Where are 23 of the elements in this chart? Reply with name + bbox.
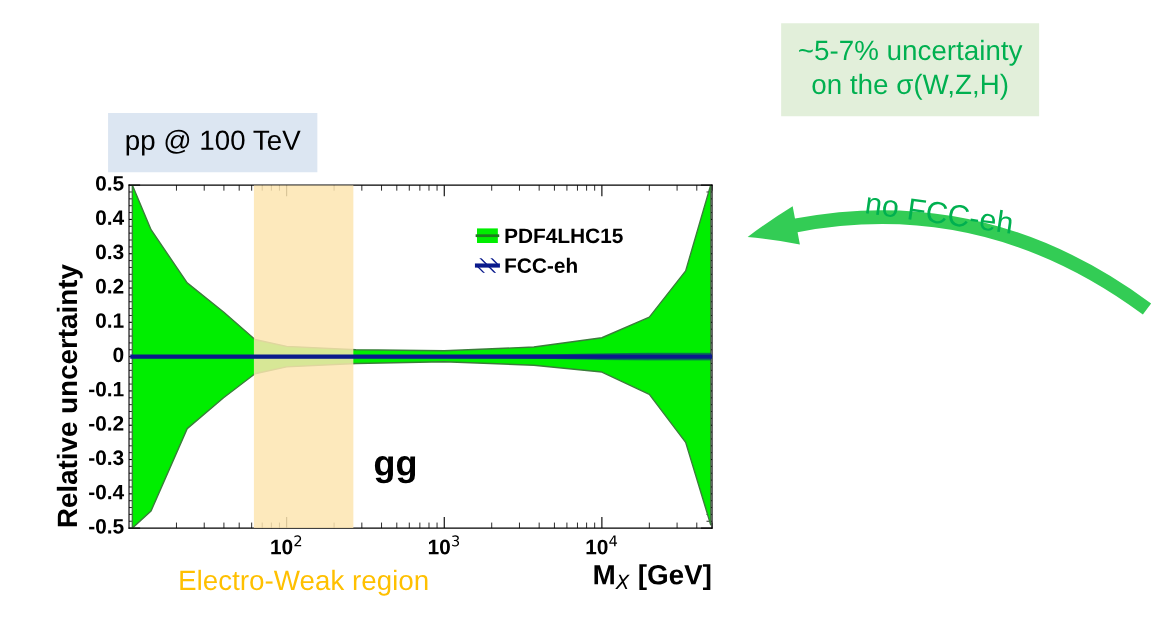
- y-tick-label: 0: [113, 347, 124, 363]
- text: ~5-7% uncertainty on the σ(W,Z,H): [799, 39, 1023, 100]
- legend-label: PDF4LHC15: [505, 228, 623, 244]
- y-tick-label: -0.5: [89, 518, 124, 534]
- band-label: Electro-Weak region: [180, 569, 428, 596]
- x-tick-label: 10$^{4}$: [586, 535, 618, 555]
- y-tick-label: -0.1: [89, 381, 124, 397]
- y-tick-label: -0.3: [89, 450, 124, 466]
- y-tick-label: -0.4: [89, 484, 125, 500]
- legend-label: FCC-eh: [505, 257, 577, 274]
- y-tick-label: -0.2: [89, 416, 124, 431]
- y-tick-label: 0.1: [96, 313, 124, 328]
- text: no FCC-eh: [865, 191, 1014, 234]
- y-tick-label: 0.3: [96, 244, 124, 260]
- x-axis-title: M$_{X}$ [GeV]: [594, 564, 711, 591]
- x-tick-label: 10$^{3}$: [428, 535, 460, 555]
- y-axis-title: Relative uncertainty: [56, 264, 83, 527]
- y-tick-label: 0.5: [96, 175, 124, 191]
- text: pp @ 100 TeV: [126, 129, 301, 156]
- x-tick-label: 10$^{2}$: [271, 535, 302, 555]
- y-tick-label: 0.2: [96, 278, 124, 294]
- annotation: gg: [374, 456, 416, 484]
- y-tick-label: 0.4: [96, 210, 125, 226]
